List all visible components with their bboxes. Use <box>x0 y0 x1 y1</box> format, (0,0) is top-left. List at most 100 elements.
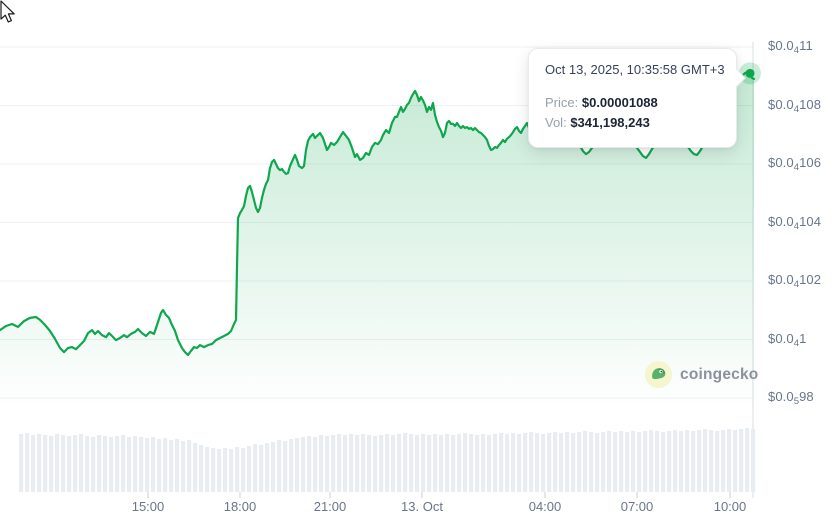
volume-bar <box>421 434 426 492</box>
volume-bar <box>625 432 630 492</box>
volume-bar <box>559 433 564 492</box>
volume-bar <box>301 437 306 492</box>
price-tooltip: Oct 13, 2025, 10:35:58 GMT+3 Price: $0.0… <box>528 48 746 148</box>
volume-bar <box>535 433 540 492</box>
volume-bars <box>19 428 756 492</box>
coingecko-gecko-icon <box>645 361 672 388</box>
volume-bar <box>571 433 576 492</box>
volume-bar <box>157 439 162 492</box>
volume-bar <box>463 433 468 492</box>
volume-bar <box>271 442 276 492</box>
volume-bar <box>163 438 168 492</box>
volume-bar <box>283 441 288 492</box>
volume-bar <box>97 435 102 492</box>
volume-bar <box>739 429 744 492</box>
y-axis-label: $0.04106 <box>768 155 822 173</box>
volume-bar <box>79 434 84 492</box>
volume-bar <box>253 444 258 492</box>
x-axis-label: 04:00 <box>528 499 562 514</box>
volume-bar <box>613 432 618 492</box>
y-axis-label: $0.04104 <box>768 213 822 232</box>
volume-bar <box>697 430 702 492</box>
volume-bar <box>235 447 240 492</box>
volume-bar <box>619 431 624 492</box>
volume-bar <box>229 449 234 492</box>
volume-bar <box>139 437 144 492</box>
volume-bar <box>151 437 156 492</box>
volume-bar <box>49 436 54 492</box>
volume-bar <box>475 435 480 492</box>
volume-bar <box>469 434 474 492</box>
volume-bar <box>349 434 354 492</box>
volume-bar <box>403 433 408 492</box>
volume-bar <box>715 431 720 492</box>
volume-bar <box>199 445 204 492</box>
volume-bar <box>247 446 252 492</box>
volume-bar <box>583 431 588 492</box>
volume-bar <box>259 445 264 492</box>
x-axis-label: 10:00 <box>713 499 747 514</box>
volume-bar <box>511 433 516 492</box>
volume-bar <box>289 439 294 492</box>
volume-bar <box>223 448 228 492</box>
volume-bar <box>43 435 48 492</box>
x-axis-label: 07:00 <box>620 499 654 514</box>
volume-bar <box>427 435 432 492</box>
volume-bar <box>193 443 198 492</box>
volume-bar <box>319 435 324 492</box>
volume-bar <box>541 434 546 492</box>
y-axis-label: $0.041 <box>768 330 807 349</box>
price-area <box>0 71 754 429</box>
volume-bar <box>631 431 636 492</box>
y-axis-label: $0.0598 <box>768 389 814 407</box>
volume-bar <box>31 435 36 492</box>
volume-bar <box>61 435 66 492</box>
volume-bar <box>385 434 390 492</box>
volume-bar <box>439 435 444 492</box>
volume-bar <box>307 436 312 492</box>
volume-bar <box>661 432 666 492</box>
volume-bar <box>637 432 642 492</box>
volume-bar <box>211 448 216 492</box>
volume-bar <box>607 431 612 492</box>
tooltip-price-label: Price: <box>545 95 579 110</box>
volume-bar <box>703 429 708 492</box>
volume-bar <box>517 434 522 492</box>
volume-bar <box>733 430 738 492</box>
volume-bar <box>91 437 96 492</box>
volume-bar <box>37 434 42 492</box>
volume-bar <box>85 436 90 492</box>
volume-bar <box>337 434 342 492</box>
volume-bar <box>721 430 726 492</box>
tooltip-price-value: $0.00001088 <box>581 95 658 110</box>
volume-bar <box>295 438 300 492</box>
volume-bar <box>325 436 330 492</box>
x-axis-label: 13. Oct <box>401 499 443 514</box>
volume-bar <box>133 436 138 492</box>
volume-bar <box>679 431 684 492</box>
volume-bar <box>187 440 192 492</box>
volume-bar <box>709 430 714 492</box>
volume-bar <box>673 430 678 492</box>
volume-bar <box>121 435 126 492</box>
coingecko-watermark: coingecko <box>645 361 758 388</box>
volume-bar <box>445 434 450 492</box>
volume-bar <box>343 435 348 492</box>
volume-bar <box>103 436 108 492</box>
volume-bar <box>745 428 750 492</box>
volume-bar <box>649 430 654 492</box>
x-axis-label: 21:00 <box>313 499 347 514</box>
y-axis-label: $0.04108 <box>768 96 822 115</box>
volume-bar <box>415 435 420 492</box>
volume-bar <box>589 432 594 492</box>
x-axis-ticks <box>147 492 731 498</box>
volume-bar <box>67 436 72 492</box>
mouse-cursor-icon <box>0 0 15 23</box>
volume-bar <box>547 433 552 492</box>
volume-bar <box>505 434 510 492</box>
tooltip-volume-label: Vol: <box>545 115 567 130</box>
x-axis-label: 15:00 <box>131 499 165 514</box>
volume-bar <box>433 434 438 492</box>
